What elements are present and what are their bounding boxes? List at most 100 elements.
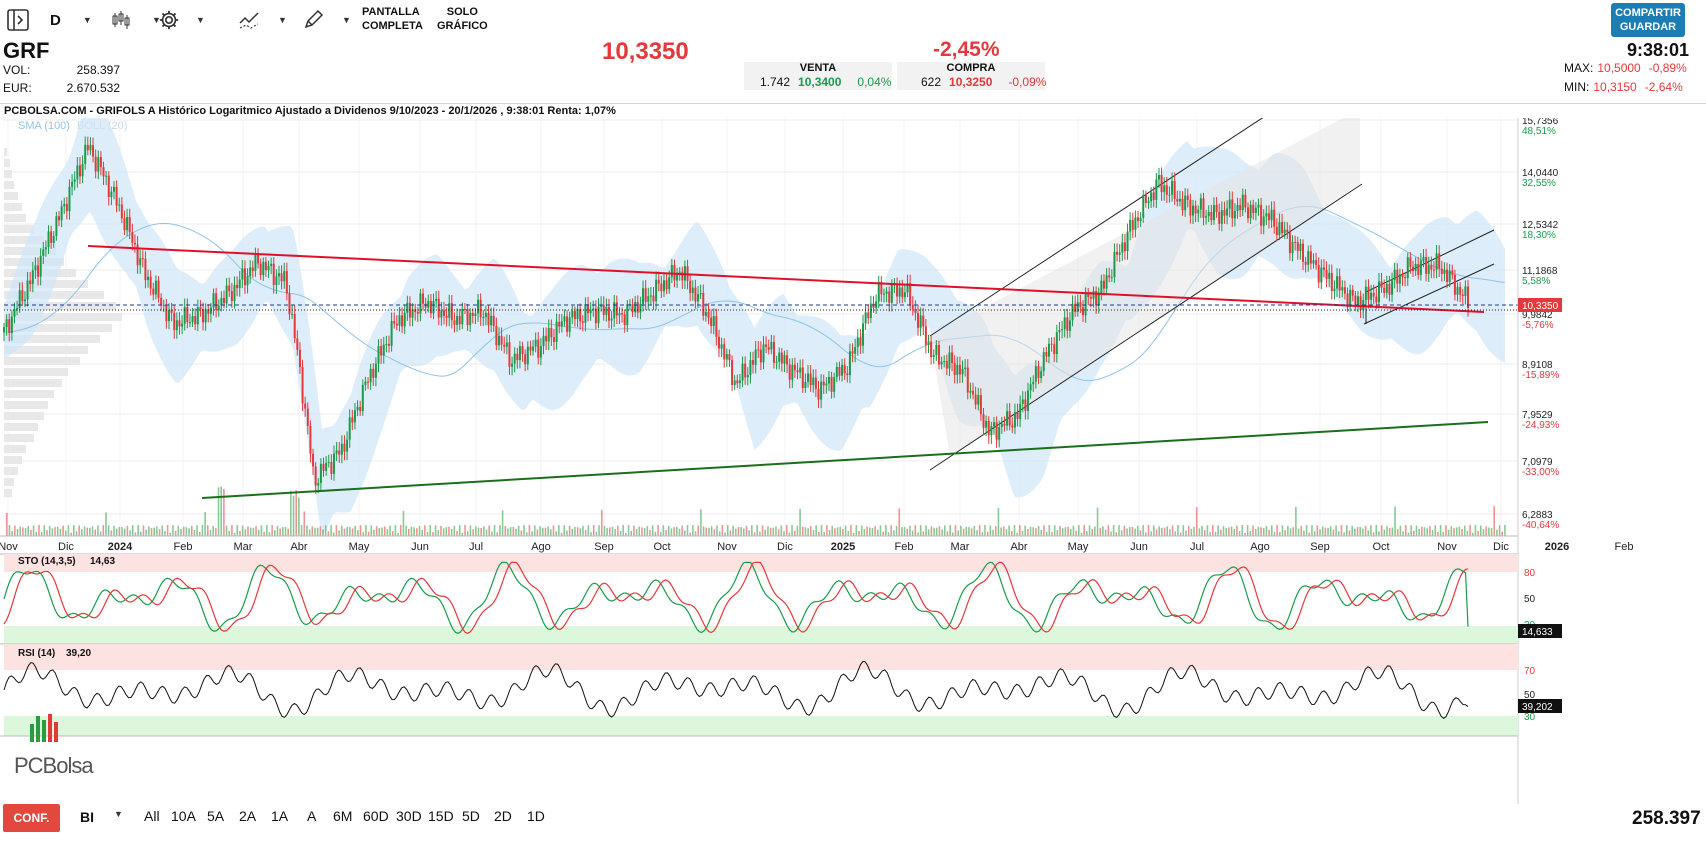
interval-dropdown[interactable]: D ▼ [50, 8, 92, 32]
candle-body [869, 303, 872, 319]
candle-body [272, 263, 275, 286]
candle-body [1003, 423, 1006, 426]
volume-bar [724, 532, 726, 536]
candle-body [563, 316, 566, 322]
volume-bar [863, 529, 866, 536]
fullscreen-button[interactable]: PANTALLA COMPLETA [362, 5, 423, 33]
volume-profile-bar [4, 170, 12, 178]
chart-only-button[interactable]: SOLO GRÁFICO [437, 5, 488, 33]
volume-bar [1421, 526, 1423, 536]
volume-bar [1340, 525, 1343, 536]
volume-bar [1431, 530, 1434, 536]
candle-body [919, 315, 922, 328]
volume-bar [1220, 529, 1222, 536]
period-button[interactable]: 60D [363, 808, 389, 824]
share-save-button[interactable]: COMPARTIR GUARDAR [1611, 3, 1685, 37]
volume-bar [681, 525, 683, 536]
candle-body [581, 321, 584, 323]
volume-bar [960, 525, 962, 536]
volume-bar [182, 526, 185, 536]
candle-body [442, 310, 445, 316]
period-button[interactable]: 1A [271, 808, 289, 824]
period-button[interactable]: 5A [207, 808, 225, 824]
volume-bar [8, 525, 11, 536]
candle-body [867, 312, 870, 319]
volume-bar [1463, 525, 1466, 536]
chart-only-label-1: SOLO [446, 6, 478, 18]
period-button[interactable]: 10A [171, 808, 196, 824]
volume-bar [1262, 528, 1265, 536]
period-button[interactable]: All [144, 808, 160, 824]
sidebar-toggle-button[interactable] [6, 8, 30, 32]
candle-body [558, 321, 561, 327]
volume-bar [1147, 525, 1150, 536]
period-button[interactable]: 30D [396, 808, 422, 824]
volume-bar [1501, 531, 1504, 536]
period-button[interactable]: 6M [333, 808, 353, 824]
candle-body [943, 361, 946, 363]
indicators-dropdown[interactable]: ▼ [238, 8, 287, 32]
mode-dropdown[interactable]: BI ▼ [80, 809, 123, 825]
volume-bar [1504, 525, 1506, 536]
volume-total: 258.397 [1632, 808, 1701, 829]
volume-bar [252, 527, 255, 536]
volume-bar [1120, 530, 1123, 536]
volume-bar [901, 527, 903, 536]
volume-bar [1083, 525, 1085, 536]
candle-body [194, 316, 197, 325]
candle-body [885, 291, 888, 294]
rsi-level-label: 70 [1524, 666, 1536, 677]
volume-bar [416, 528, 418, 536]
sell-quote: VENTA 1.742 10,3400 0,04% [744, 62, 892, 90]
volume-bar [180, 528, 182, 536]
settings-dropdown[interactable]: ▼ [158, 8, 205, 32]
volume-bar [346, 526, 348, 536]
candle-body [807, 373, 810, 382]
x-tick-label: Feb [1615, 541, 1634, 553]
x-tick-label: Abr [290, 541, 307, 553]
period-button[interactable]: 2D [494, 808, 512, 824]
sell-label: VENTA [799, 62, 837, 74]
volume-bar [1279, 532, 1281, 536]
chevron-down-icon: ▼ [152, 15, 161, 25]
candle-body [765, 344, 768, 348]
volume-bar [389, 525, 391, 536]
candle-body [450, 303, 453, 321]
period-button[interactable]: 1D [527, 808, 545, 824]
volume-bar [539, 526, 541, 536]
price-chart[interactable]: Nov Dic 2024 Feb Mar Abr May Jun Jul Ago Sep Oct Nov… [0, 118, 1706, 804]
channel-lower-line [1363, 263, 1495, 325]
volume-bar [651, 525, 654, 536]
drawing-dropdown[interactable]: ▼ [302, 8, 351, 32]
volume-bar [35, 531, 38, 536]
candle-body [1168, 194, 1171, 196]
volume-profile-bar [4, 302, 116, 310]
candle-body [854, 347, 857, 354]
candle-body [1108, 275, 1111, 278]
volume-bar [1177, 525, 1179, 536]
chart-type-dropdown[interactable]: ▼ [110, 8, 161, 32]
rsi-level-label: 50 [1524, 690, 1536, 701]
candle-body [846, 373, 849, 376]
candle-body [1254, 207, 1257, 213]
candle-body [1317, 265, 1320, 283]
candle-body [264, 261, 267, 271]
volume-bar [1346, 525, 1348, 536]
volume-bar [678, 528, 681, 536]
volume-bar [885, 525, 887, 536]
period-button[interactable]: A [307, 808, 317, 824]
candle-body [681, 271, 684, 281]
period-button[interactable]: 15D [428, 808, 454, 824]
candle-body [647, 296, 650, 302]
candle-body [757, 349, 760, 351]
candle-body [817, 388, 820, 400]
volume-bar [485, 529, 488, 536]
period-button[interactable]: 5D [462, 808, 480, 824]
y-tick-pct: 32,55% [1522, 178, 1556, 189]
config-button[interactable]: CONF. [3, 804, 60, 832]
volume-bar [734, 528, 737, 536]
period-button[interactable]: 2A [239, 808, 257, 824]
candle-body [343, 443, 346, 452]
volume-bar [413, 527, 415, 536]
volume-bar [27, 526, 30, 536]
